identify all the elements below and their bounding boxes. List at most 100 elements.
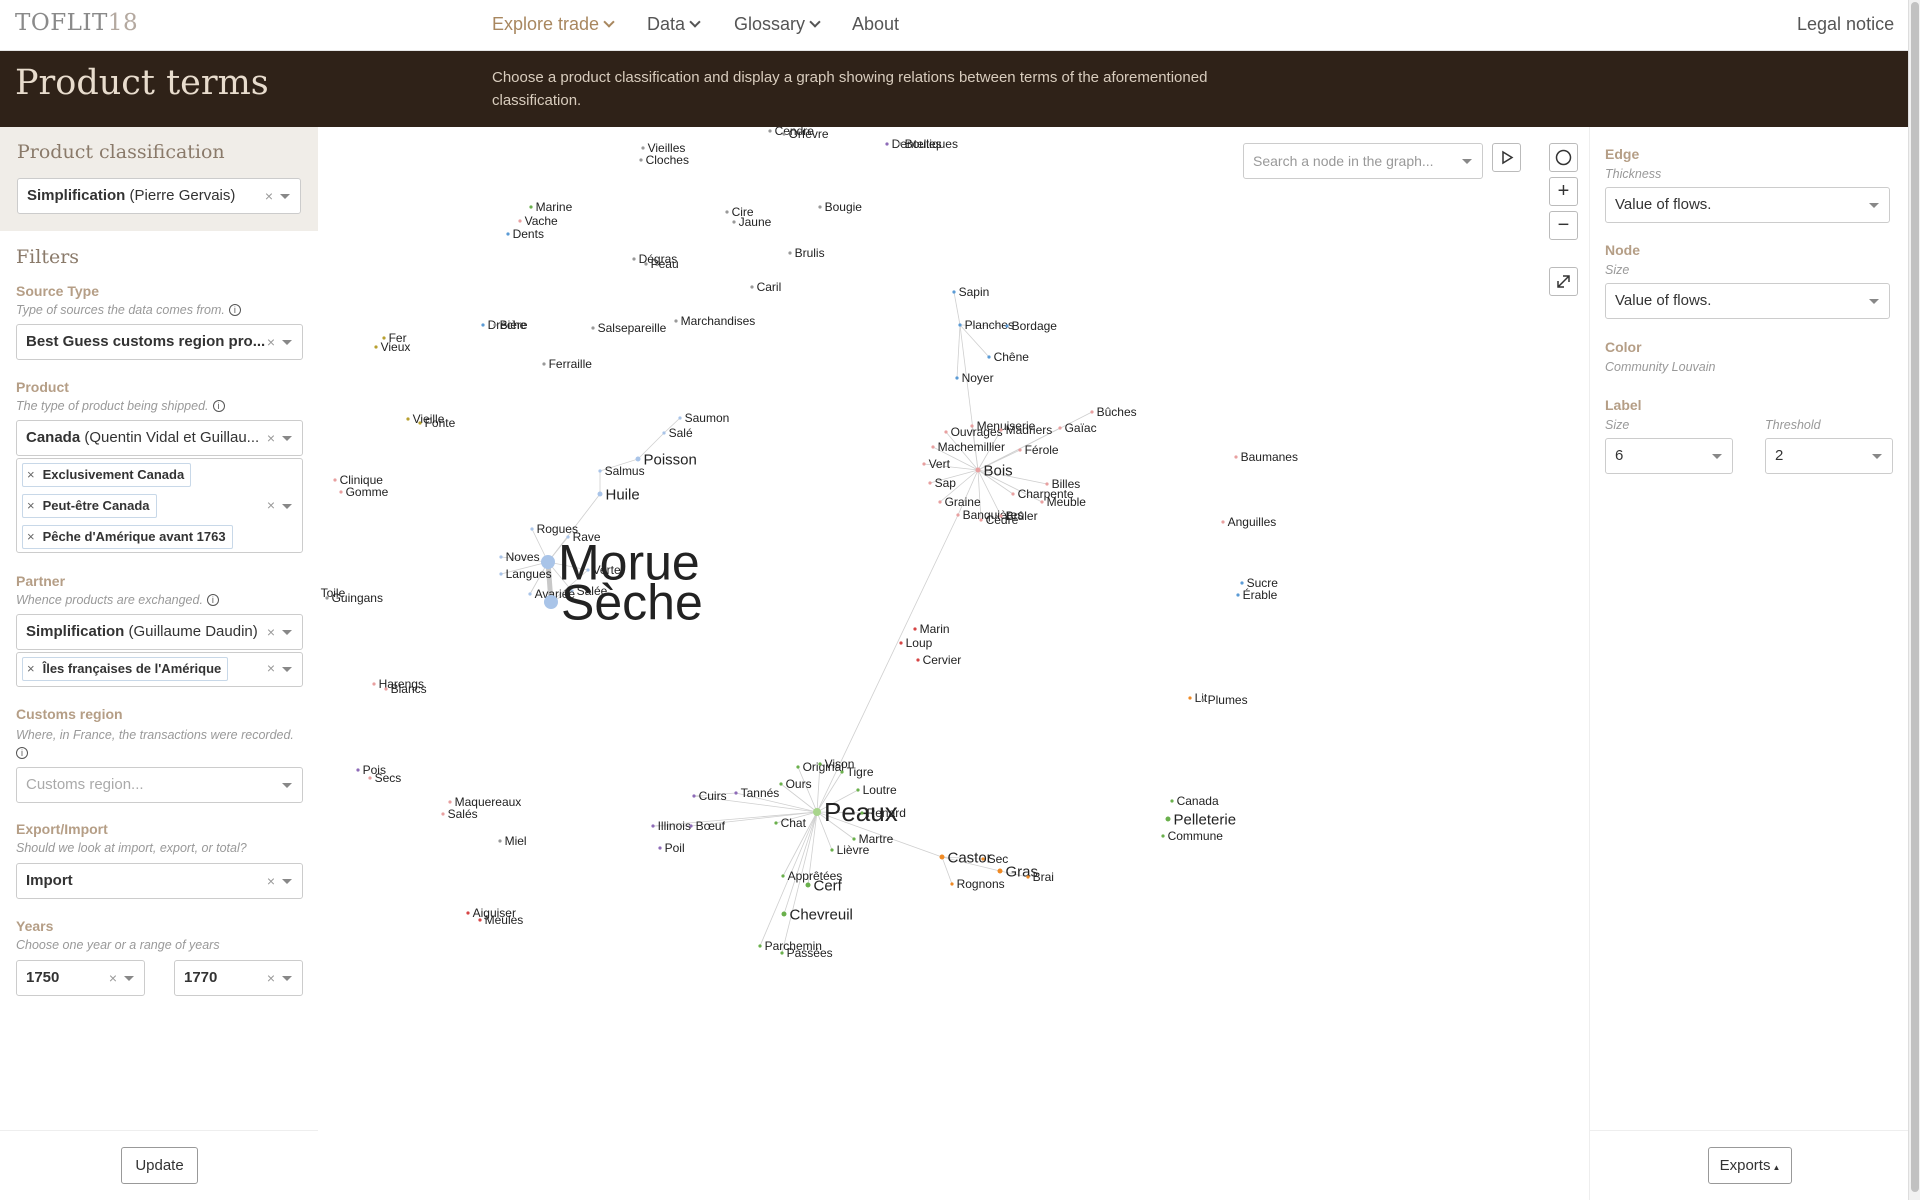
graph-node[interactable] (356, 768, 360, 772)
graph-node[interactable] (1045, 482, 1049, 486)
partner-tags-select[interactable]: × Îles françaises de l'Amérique × (16, 652, 303, 687)
graph-node[interactable] (958, 323, 962, 327)
graph-node[interactable] (813, 808, 821, 816)
product-tag[interactable]: × Peut-être Canada (22, 494, 157, 518)
graph-node[interactable] (999, 514, 1003, 518)
graph-node[interactable] (1234, 455, 1238, 459)
nav-data[interactable]: Data (647, 14, 701, 35)
graph-node[interactable] (493, 323, 497, 327)
graph-node[interactable] (885, 142, 889, 146)
graph-node[interactable] (566, 535, 570, 539)
graph-node[interactable] (598, 469, 602, 473)
graph-node[interactable] (530, 527, 534, 531)
graph-node[interactable] (981, 857, 985, 861)
clear-icon[interactable]: × (266, 660, 275, 676)
graph-node[interactable] (333, 478, 337, 482)
info-icon[interactable]: i (16, 747, 28, 759)
export-import-select[interactable]: Import × (16, 863, 303, 899)
caret-down-icon[interactable] (282, 667, 292, 672)
caret-down-icon[interactable] (1869, 299, 1879, 304)
graph-node[interactable] (639, 158, 643, 162)
graph-node[interactable] (586, 568, 590, 572)
graph-canvas[interactable]: Cendre Orfèvre Vieilles Cloches Dentelles Bou… (318, 127, 1589, 1200)
graph-node[interactable] (528, 592, 532, 596)
caret-down-icon[interactable] (282, 436, 292, 441)
graph-node[interactable] (805, 882, 811, 888)
graph-node[interactable] (970, 424, 974, 428)
graph-node[interactable] (818, 205, 822, 209)
graph-node[interactable] (1090, 410, 1094, 414)
clear-icon[interactable]: × (264, 188, 273, 204)
remove-tag-icon[interactable]: × (27, 467, 35, 482)
graph-node[interactable] (1026, 875, 1030, 879)
graph-node[interactable] (916, 658, 920, 662)
graph-node[interactable] (1165, 816, 1171, 822)
customs-region-select[interactable]: Customs region... (16, 767, 303, 803)
graph-node[interactable] (939, 854, 945, 860)
graph-node[interactable] (774, 821, 778, 825)
graph-node[interactable] (1240, 581, 1244, 585)
clear-icon[interactable]: × (266, 624, 275, 640)
graph-node[interactable] (448, 800, 452, 804)
graph-node[interactable] (1236, 593, 1240, 597)
recenter-button[interactable] (1549, 143, 1578, 172)
caret-down-icon[interactable] (1869, 203, 1879, 208)
caret-down-icon[interactable] (282, 340, 292, 345)
graph-node[interactable] (325, 596, 329, 600)
graph-node[interactable] (570, 589, 574, 593)
graph-node[interactable] (651, 824, 655, 828)
product-tag[interactable]: × Pêche d'Amérique avant 1763 (22, 525, 233, 549)
classification-select[interactable]: Simplification (Pierre Gervais) × (17, 178, 301, 214)
caret-down-icon[interactable] (282, 976, 292, 981)
graph-node[interactable] (860, 811, 864, 815)
graph-node[interactable] (931, 445, 935, 449)
graph-node[interactable] (1018, 448, 1022, 452)
graph-node[interactable] (999, 428, 1003, 432)
graph-node[interactable] (856, 788, 860, 792)
graph-node[interactable] (384, 687, 388, 691)
nav-glossary[interactable]: Glossary (734, 14, 821, 35)
graph-node[interactable] (779, 782, 783, 786)
graph-node[interactable] (732, 220, 736, 224)
graph-node[interactable] (768, 129, 772, 133)
zoom-in-button[interactable]: + (1549, 177, 1578, 206)
graph-node[interactable] (922, 462, 926, 466)
zoom-out-button[interactable]: − (1549, 211, 1578, 240)
graph-node[interactable] (689, 824, 693, 828)
info-icon[interactable]: i (206, 594, 219, 606)
caret-down-icon[interactable] (282, 783, 292, 788)
graph-node[interactable] (898, 142, 902, 146)
graph-node[interactable] (418, 421, 422, 425)
brand-logo[interactable]: TOFLIT18 (15, 10, 138, 36)
graph-node[interactable] (1058, 426, 1062, 430)
graph-node-search[interactable]: Search a node in the graph... (1243, 143, 1483, 179)
graph-node[interactable] (928, 481, 932, 485)
graph-node[interactable] (997, 868, 1003, 874)
graph-node[interactable] (632, 257, 636, 261)
graph-node[interactable] (956, 513, 960, 517)
graph-node[interactable] (1221, 520, 1225, 524)
graph-node[interactable] (1040, 500, 1044, 504)
caret-down-icon[interactable] (1462, 159, 1472, 164)
graph-node[interactable] (1201, 698, 1205, 702)
graph-node[interactable] (658, 846, 662, 850)
clear-icon[interactable]: × (266, 970, 275, 986)
caret-down-icon[interactable] (282, 879, 292, 884)
graph-node[interactable] (498, 839, 502, 843)
graph-node[interactable] (692, 794, 696, 798)
graph-node[interactable] (382, 336, 386, 340)
graph-node[interactable] (635, 456, 641, 462)
scrollbar-thumb[interactable] (1911, 2, 1919, 1192)
partner-classification-select[interactable]: Simplification (Guillaume Daudin) × (16, 614, 303, 650)
graph-node[interactable] (734, 791, 738, 795)
graph-node[interactable] (481, 323, 485, 327)
graph-node[interactable] (372, 682, 376, 686)
year-to-select[interactable]: 1770 × (174, 960, 303, 996)
remove-tag-icon[interactable]: × (27, 661, 35, 676)
graph-node[interactable] (466, 911, 470, 915)
graph-node[interactable] (944, 430, 948, 434)
info-icon[interactable]: i (228, 304, 241, 316)
graph-node[interactable] (781, 911, 787, 917)
graph-node[interactable] (899, 641, 903, 645)
graph-node[interactable] (1161, 834, 1165, 838)
